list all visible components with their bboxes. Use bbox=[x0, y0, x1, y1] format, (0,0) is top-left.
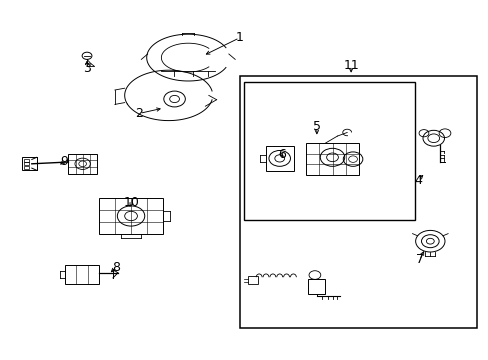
Text: 7: 7 bbox=[415, 253, 423, 266]
Text: 11: 11 bbox=[343, 59, 358, 72]
Text: 10: 10 bbox=[124, 196, 140, 209]
Bar bbox=[24, 162, 29, 165]
Bar bbox=[22, 157, 37, 170]
Text: 3: 3 bbox=[83, 62, 91, 75]
Text: 5: 5 bbox=[312, 120, 320, 133]
Text: 2: 2 bbox=[135, 107, 143, 120]
Text: 6: 6 bbox=[277, 148, 285, 161]
Bar bbox=[239, 76, 476, 328]
Bar bbox=[24, 159, 29, 162]
Bar bbox=[244, 82, 414, 220]
Bar bbox=[68, 154, 97, 174]
Bar bbox=[305, 143, 359, 175]
Bar bbox=[265, 146, 293, 171]
Bar bbox=[307, 279, 324, 294]
Text: 9: 9 bbox=[61, 155, 68, 168]
Text: 4: 4 bbox=[413, 174, 421, 186]
Text: 1: 1 bbox=[235, 31, 243, 44]
Bar bbox=[24, 166, 29, 169]
Bar bbox=[248, 276, 258, 284]
Bar bbox=[65, 265, 99, 284]
Bar bbox=[99, 198, 163, 234]
Text: 8: 8 bbox=[112, 261, 120, 274]
